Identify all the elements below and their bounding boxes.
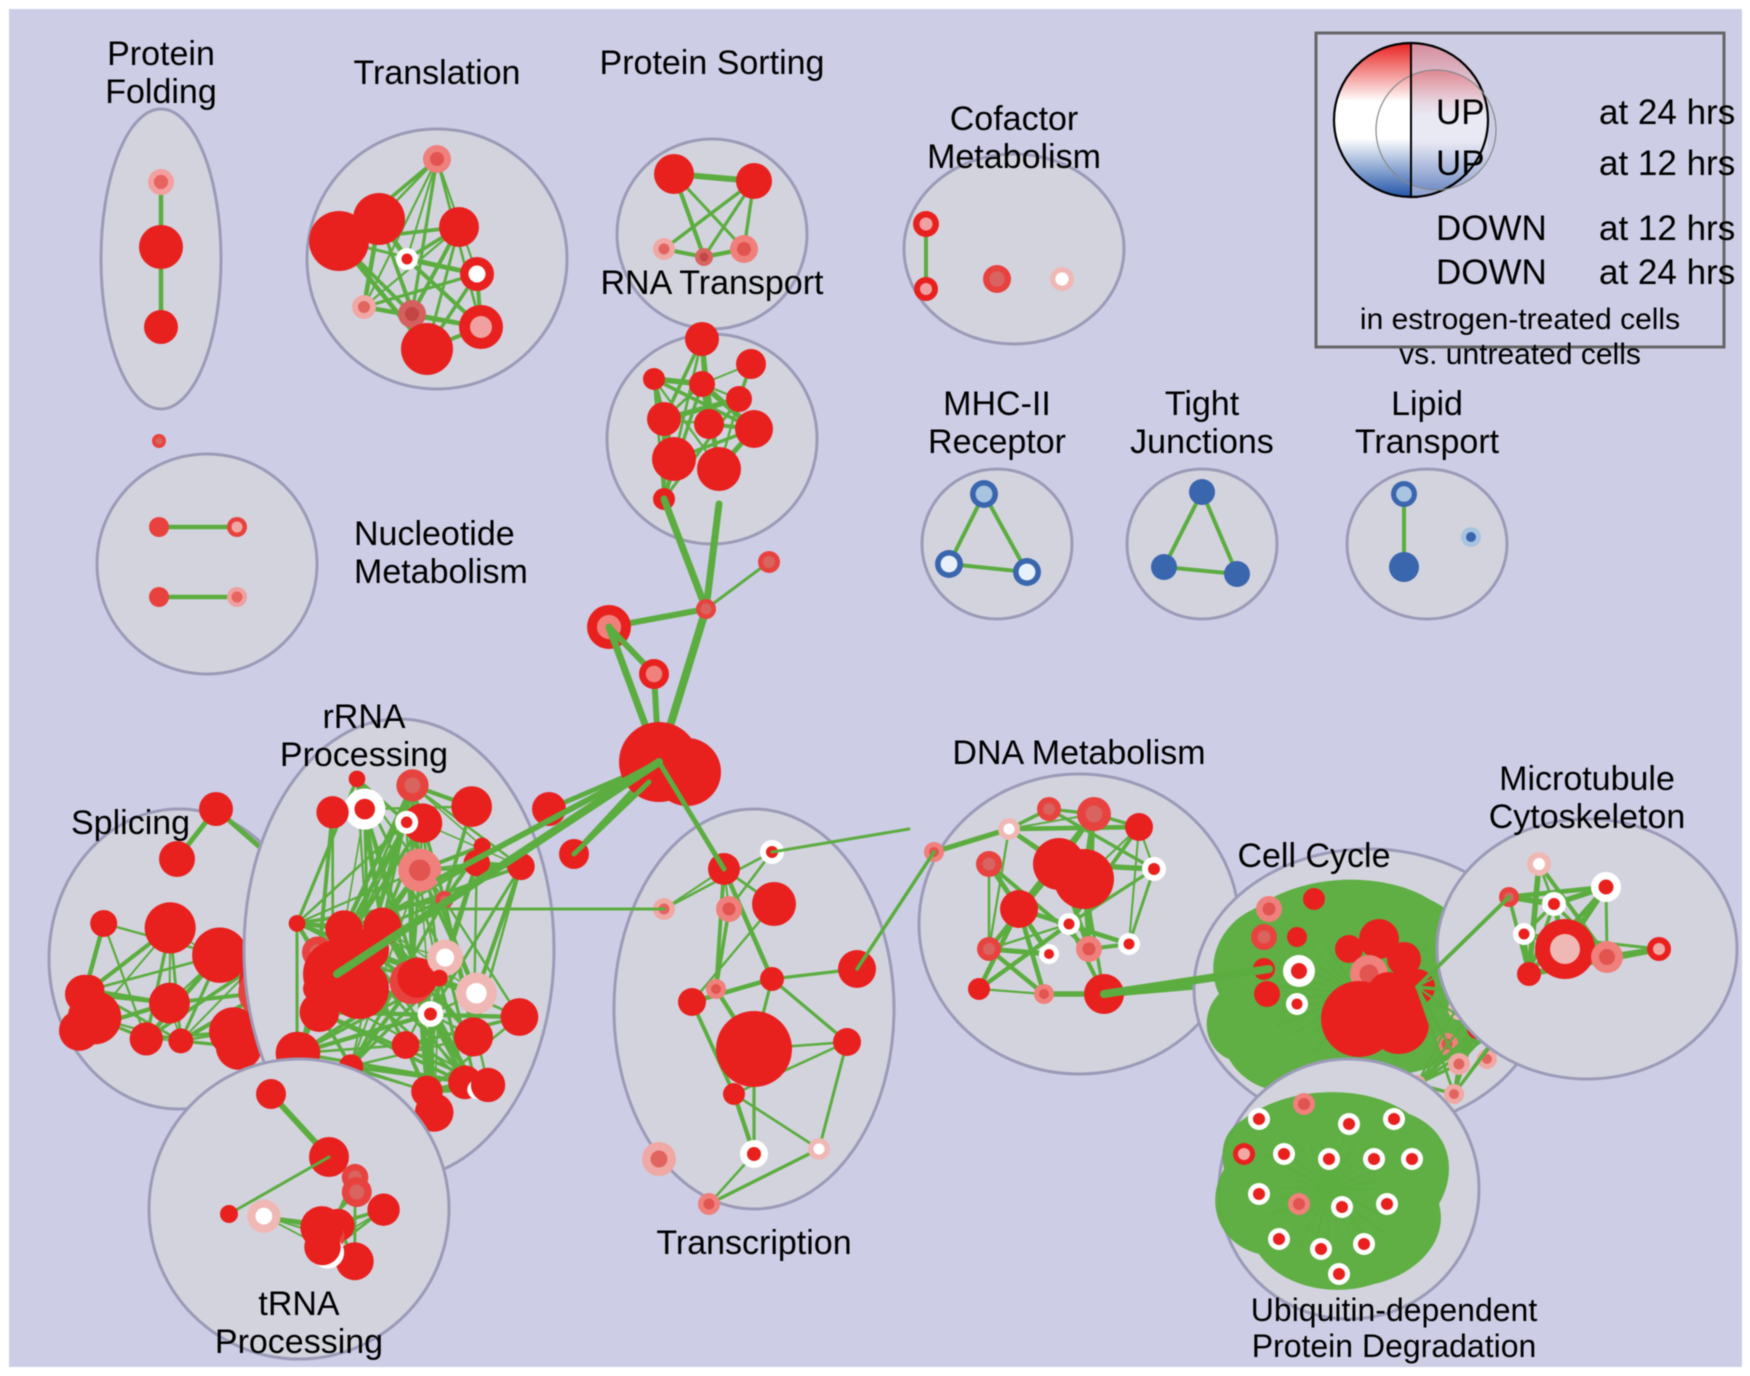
svg-text:at 12 hrs: at 12 hrs <box>1599 144 1735 183</box>
svg-text:at 24 hrs: at 24 hrs <box>1599 253 1735 292</box>
svg-text:in estrogen-treated cells: in estrogen-treated cells <box>1360 303 1680 336</box>
svg-text:vs. untreated cells: vs. untreated cells <box>1399 338 1641 371</box>
svg-text:UP: UP <box>1436 93 1485 132</box>
svg-text:Protein Sorting: Protein Sorting <box>600 44 825 82</box>
svg-text:DNA Metabolism: DNA Metabolism <box>952 734 1205 772</box>
svg-text:UP: UP <box>1436 144 1485 183</box>
svg-text:RNA Transport: RNA Transport <box>601 264 825 302</box>
svg-text:at 24 hrs: at 24 hrs <box>1599 93 1735 132</box>
svg-text:DOWN: DOWN <box>1436 209 1547 248</box>
svg-text:Splicing: Splicing <box>71 804 190 842</box>
svg-text:DOWN: DOWN <box>1436 253 1547 292</box>
svg-text:Cell Cycle: Cell Cycle <box>1237 837 1390 875</box>
svg-text:at 12 hrs: at 12 hrs <box>1599 209 1735 248</box>
svg-text:Translation: Translation <box>354 54 521 92</box>
svg-text:Transcription: Transcription <box>656 1224 851 1262</box>
